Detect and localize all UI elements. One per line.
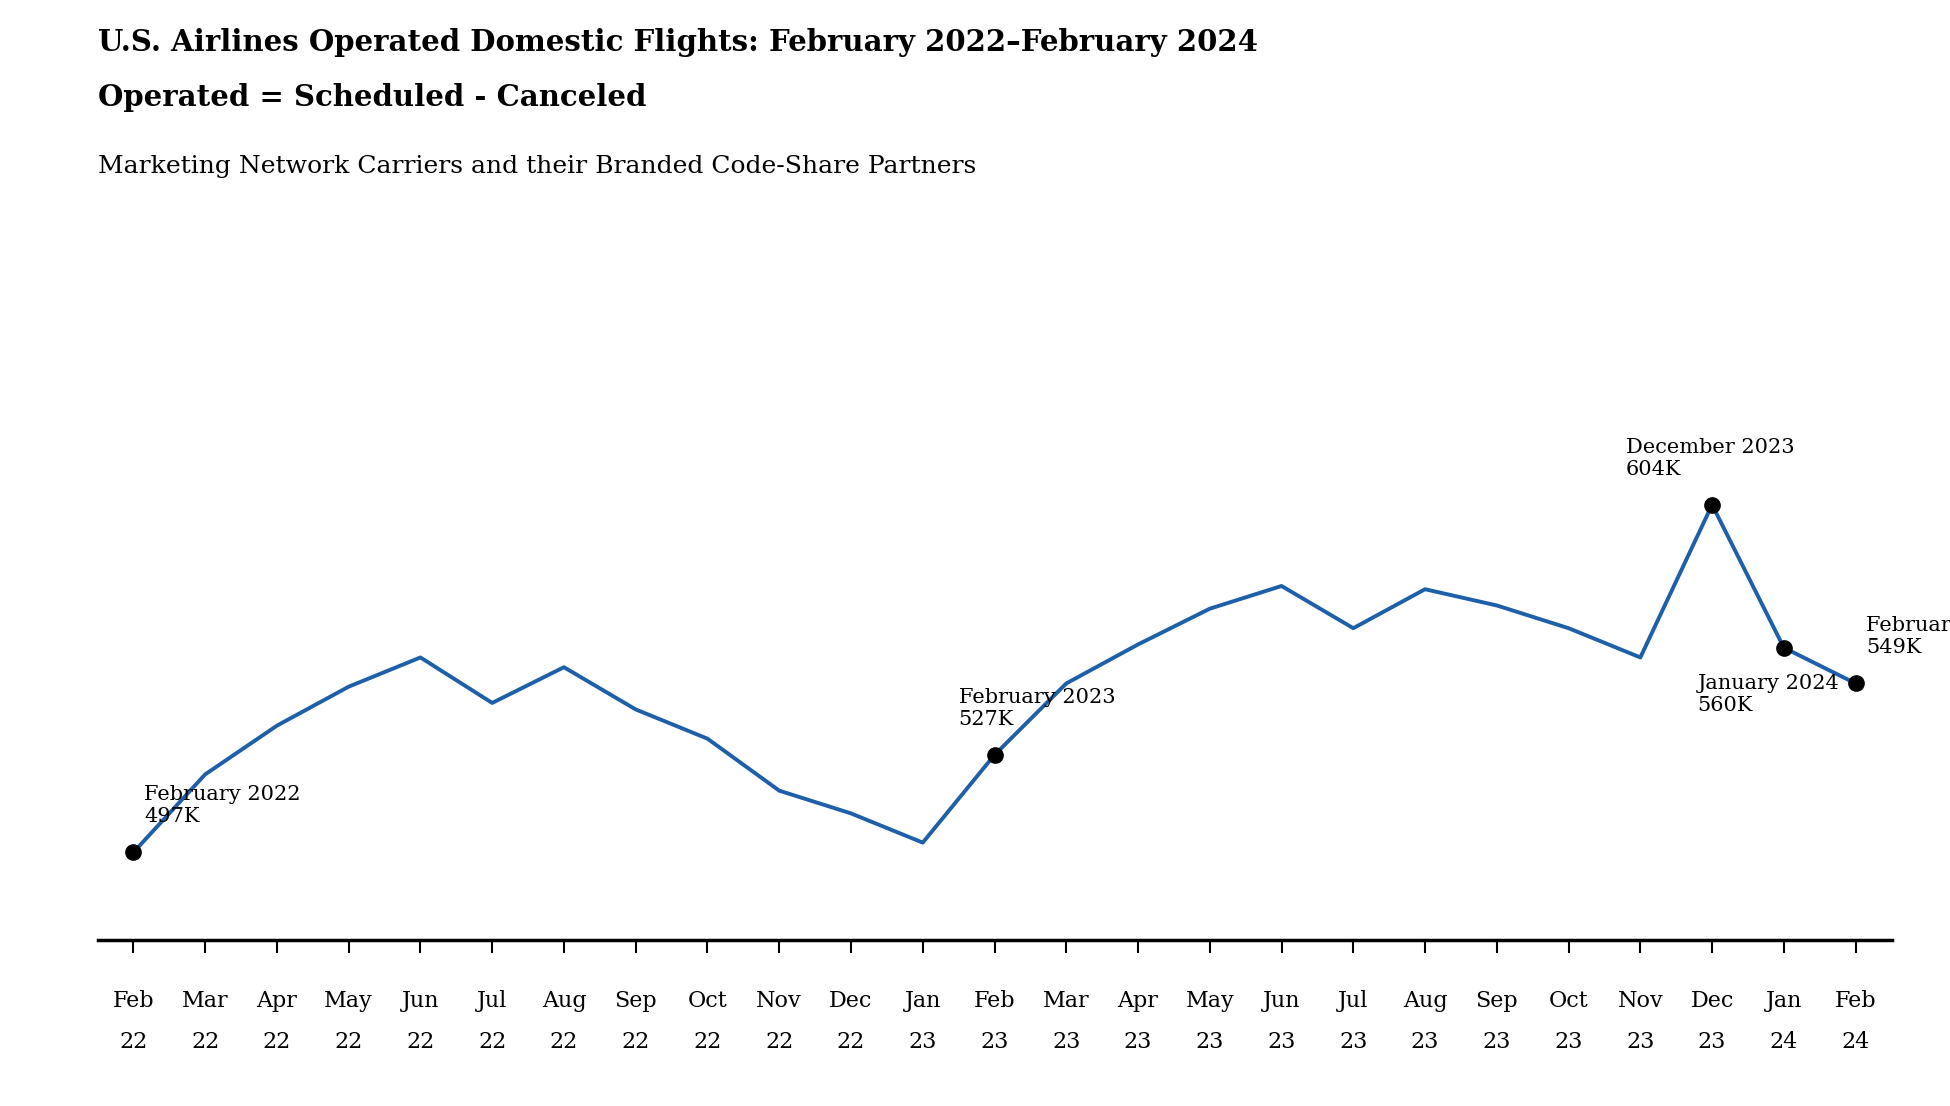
- Text: 23: 23: [1340, 1031, 1367, 1053]
- Text: February 2022
497K: February 2022 497K: [144, 785, 300, 826]
- Text: Marketing Network Carriers and their Branded Code-Share Partners: Marketing Network Carriers and their Bra…: [98, 155, 975, 178]
- Text: 22: 22: [764, 1031, 794, 1053]
- Text: Mar: Mar: [1043, 990, 1090, 1012]
- Text: 22: 22: [622, 1031, 649, 1053]
- Text: Sep: Sep: [614, 990, 657, 1012]
- Text: Jul: Jul: [478, 990, 507, 1012]
- Text: Nov: Nov: [1617, 990, 1663, 1012]
- Text: Sep: Sep: [1476, 990, 1519, 1012]
- Text: Jun: Jun: [1264, 990, 1301, 1012]
- Text: Oct: Oct: [1548, 990, 1589, 1012]
- Text: U.S. Airlines Operated Domestic Flights: February 2022–February 2024: U.S. Airlines Operated Domestic Flights:…: [98, 28, 1258, 56]
- Text: Jan: Jan: [905, 990, 942, 1012]
- Text: 23: 23: [1626, 1031, 1654, 1053]
- Text: 23: 23: [981, 1031, 1008, 1053]
- Text: 23: 23: [1554, 1031, 1583, 1053]
- Text: 23: 23: [1053, 1031, 1080, 1053]
- Text: February 2023
527K: February 2023 527K: [959, 688, 1115, 729]
- Text: 22: 22: [191, 1031, 218, 1053]
- Text: 22: 22: [263, 1031, 291, 1053]
- Text: May: May: [324, 990, 372, 1012]
- Text: 22: 22: [694, 1031, 722, 1053]
- Text: 23: 23: [909, 1031, 936, 1053]
- Text: January 2024
560K: January 2024 560K: [1698, 674, 1839, 714]
- Text: 22: 22: [335, 1031, 363, 1053]
- Text: December 2023
604K: December 2023 604K: [1626, 438, 1794, 479]
- Text: Apr: Apr: [257, 990, 296, 1012]
- Text: Feb: Feb: [1835, 990, 1876, 1012]
- Text: 22: 22: [837, 1031, 866, 1053]
- Text: Oct: Oct: [688, 990, 727, 1012]
- Text: Aug: Aug: [542, 990, 587, 1012]
- Text: 24: 24: [1841, 1031, 1870, 1053]
- Text: Jun: Jun: [402, 990, 439, 1012]
- Text: 23: 23: [1195, 1031, 1225, 1053]
- Text: Jul: Jul: [1338, 990, 1369, 1012]
- Text: 23: 23: [1268, 1031, 1295, 1053]
- Text: 23: 23: [1412, 1031, 1439, 1053]
- Text: Dec: Dec: [1691, 990, 1734, 1012]
- Text: Feb: Feb: [113, 990, 154, 1012]
- Text: 22: 22: [119, 1031, 148, 1053]
- Text: 23: 23: [1123, 1031, 1152, 1053]
- Text: Apr: Apr: [1117, 990, 1158, 1012]
- Text: Dec: Dec: [829, 990, 874, 1012]
- Text: 24: 24: [1771, 1031, 1798, 1053]
- Text: 22: 22: [550, 1031, 577, 1053]
- Text: 23: 23: [1698, 1031, 1726, 1053]
- Text: May: May: [1186, 990, 1234, 1012]
- Text: 22: 22: [478, 1031, 507, 1053]
- Text: February 2024
549K: February 2024 549K: [1866, 616, 1950, 657]
- Text: Jan: Jan: [1765, 990, 1802, 1012]
- Text: Aug: Aug: [1402, 990, 1447, 1012]
- Text: 22: 22: [406, 1031, 435, 1053]
- Text: Operated = Scheduled - Canceled: Operated = Scheduled - Canceled: [98, 83, 645, 112]
- Text: 23: 23: [1482, 1031, 1511, 1053]
- Text: Nov: Nov: [757, 990, 801, 1012]
- Text: Feb: Feb: [973, 990, 1016, 1012]
- Text: Mar: Mar: [181, 990, 228, 1012]
